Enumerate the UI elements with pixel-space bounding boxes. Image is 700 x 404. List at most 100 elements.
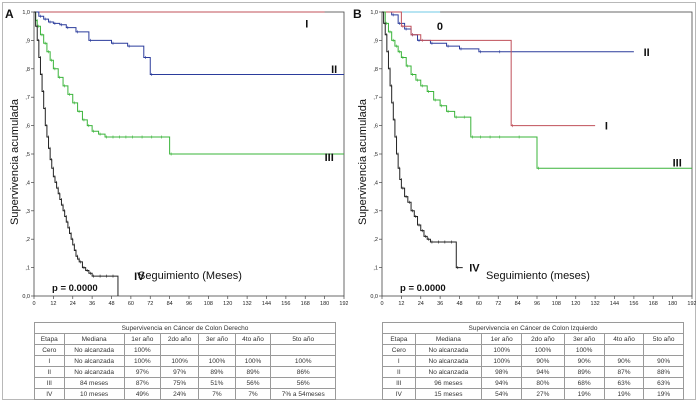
table-cell: 96 meses [414,377,483,389]
x-tick-label: 96 [186,301,192,307]
table-cell: 24% [159,388,200,400]
x-tick-label: 192 [339,301,348,307]
y-tick-label: ,5 [373,152,378,158]
table-row: II No alcanzada 97% 97% 89% 89% 86% [34,366,336,378]
survival-curve-iii [382,11,692,169]
curve-label: III [325,152,334,164]
x-tick-label: 12 [398,301,404,307]
table-row: III 96 meses 94% 80% 68% 63% 63% [382,377,684,389]
table-cell: 68% [563,377,605,389]
table-cell: 100% [563,344,605,356]
table-cell: IV [382,388,416,400]
curve-label: 0 [437,21,443,33]
x-tick-label: 60 [476,301,482,307]
curve-label: II [644,47,650,59]
table-row: III 84 meses 87% 75% 51% 56% 56% [34,377,336,389]
table-cell: 7% [198,388,236,400]
table-cell: II [34,366,65,378]
curve-label: IV [469,263,480,275]
table-cell: 87% [603,366,645,378]
table-header-cell: 3er año [198,333,236,345]
y-tick-label: ,3 [373,209,378,215]
y-tick-label: ,7 [373,95,378,101]
table-row: Cero No alcanzada 100% 100% 100% [382,344,684,356]
figure-frame [2,2,696,400]
table-cell: 75% [159,377,200,389]
panel-a: A Supervivencia acumulada Seguimiento (M… [4,6,348,400]
table-cell: 80% [521,377,565,389]
table-cell: 100% [234,355,272,367]
table-row: IV 15 meses 54% 27% 19% 19% 19% [382,388,684,400]
survival-table-a: Supervivencia en Cáncer de Colon Derecho… [34,322,336,400]
x-tick-label: 108 [204,301,213,307]
x-tick-label: 144 [262,301,271,307]
table-cell: 89% [198,366,236,378]
x-tick-label: 0 [380,301,383,307]
table-cell: 94% [521,366,565,378]
survival-curve-i [382,11,596,127]
table-header-cell: 4to año [234,333,272,345]
x-tick-label: 132 [243,301,252,307]
table-cell: 7% a 54meses [270,388,336,400]
table-cell: II [382,366,416,378]
table-cell: 87% [123,377,161,389]
y-tick-label: ,8 [373,67,378,73]
x-axis-label-b: Seguimiento (meses) [486,270,590,282]
table-title-a: Supervivencia en Cáncer de Colon Derecho [34,322,336,334]
x-tick-label: 156 [629,301,638,307]
y-tick-label: 1,0 [22,10,30,16]
table-cell: 100% [198,355,236,367]
table-cell: Cero [382,344,416,356]
table-cell: 88% [643,366,684,378]
curve-label: I [605,121,608,133]
table-cell: 100% [481,344,523,356]
x-tick-label: 180 [668,301,677,307]
table-cell [603,344,645,356]
y-tick-label: ,8 [25,67,30,73]
table-cell [643,344,684,356]
table-cell: No alcanzada [414,355,483,367]
table-cell: 98% [481,366,523,378]
table-header-row-b: Etapa Mediana 1er año 2do año 3er año 4t… [382,333,684,345]
survival-curve-ii [34,11,344,75]
table-header-cell: 2do año [159,333,200,345]
table-cell: 19% [563,388,605,400]
table-cell: Cero [34,344,65,356]
survival-chart-a: A Supervivencia acumulada Seguimiento (M… [5,7,348,307]
y-axis-label-a: Supervivencia acumulada [9,98,21,225]
table-cell: 63% [603,377,645,389]
table-cell: 89% [234,366,272,378]
table-header-row-a: Etapa Mediana 1er año 2do año 3er año 4t… [34,333,336,345]
table-cell: 63% [643,377,684,389]
table-cell: 97% [123,366,161,378]
table-header-cell: Etapa [382,333,416,345]
table-cell: No alcanzada [414,366,483,378]
x-tick-label: 72 [147,301,153,307]
x-tick-label: 48 [108,301,114,307]
table-cell: 100% [159,355,200,367]
table-cell: IV [34,388,65,400]
y-tick-label: 0,0 [370,294,378,300]
p-value-b: p = 0.0000 [400,283,446,294]
curve-label: IV [134,271,145,283]
table-cell: I [382,355,416,367]
table-cell: 15 meses [414,388,483,400]
x-tick-label: 96 [534,301,540,307]
table-cell: 90% [643,355,684,367]
y-tick-label: 1,0 [370,10,378,16]
x-tick-label: 192 [687,301,696,307]
x-tick-label: 120 [223,301,232,307]
table-cell: 86% [270,366,336,378]
table-cell: No alcanzada [63,344,125,356]
table-row: I No alcanzada 100% 90% 90% 90% 90% [382,355,684,367]
table-cell: 84 meses [63,377,125,389]
y-tick-label: ,6 [25,124,30,130]
table-cell [234,344,272,356]
x-tick-label: 120 [571,301,580,307]
table-cell: 27% [521,388,565,400]
survival-curve-iv [34,11,119,296]
y-tick-label: ,6 [373,124,378,130]
table-header-cell: 4to año [603,333,645,345]
table-cell: 10 meses [63,388,125,400]
y-tick-label: ,9 [373,38,378,44]
